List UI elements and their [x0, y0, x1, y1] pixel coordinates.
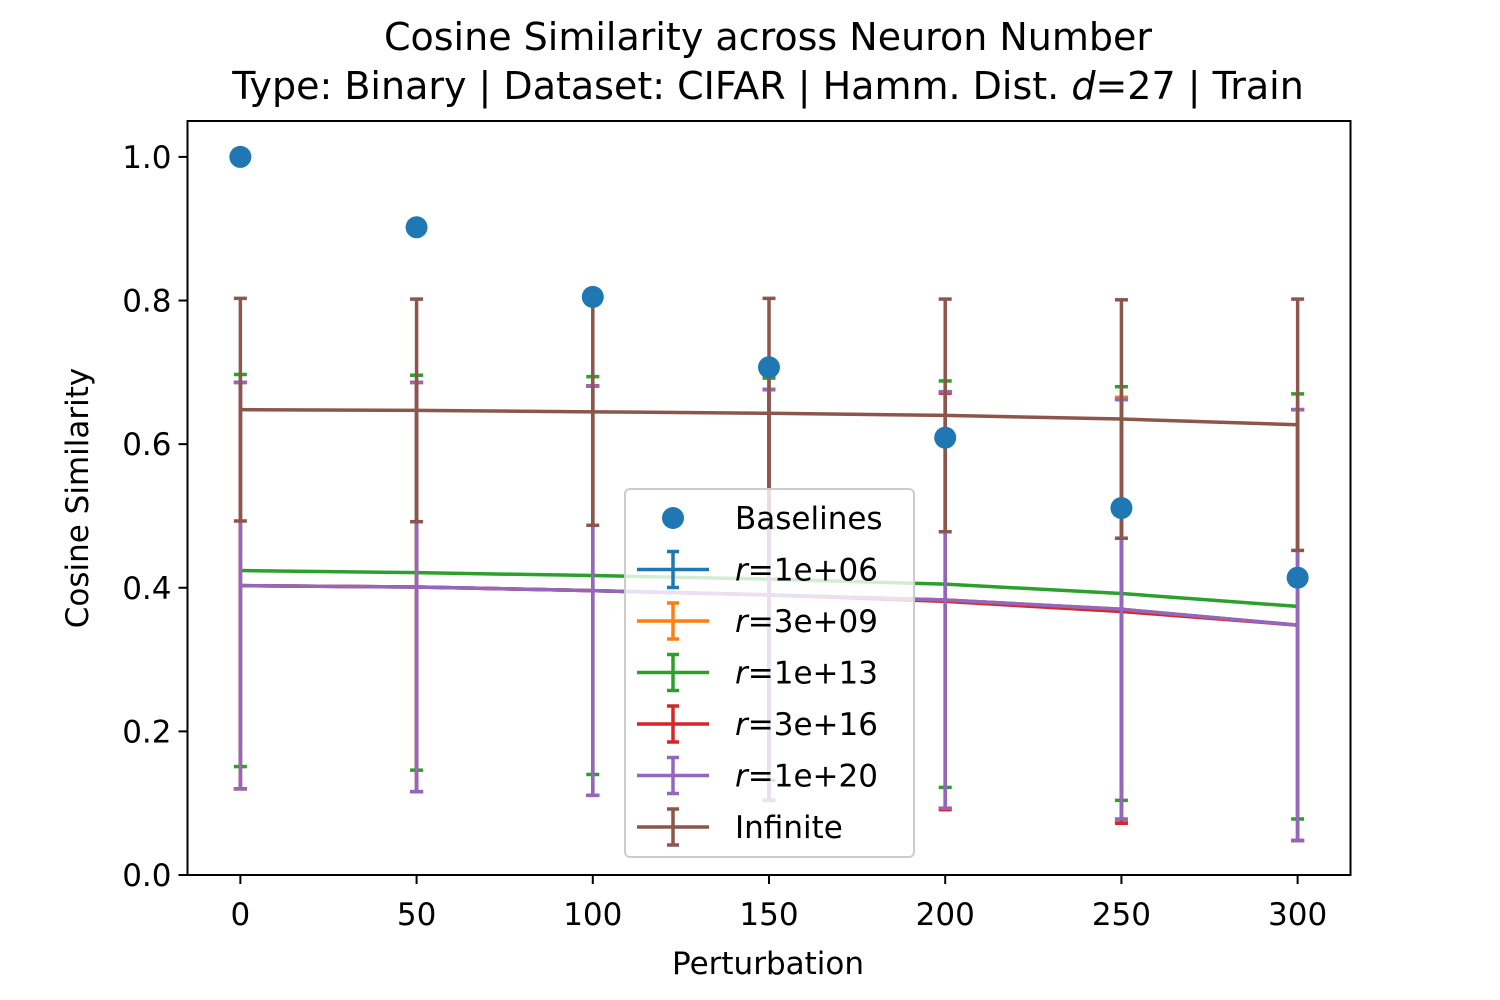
baselines-series — [229, 145, 1309, 589]
legend-marker-baselines — [662, 507, 684, 529]
baseline-point — [581, 285, 604, 308]
legend-label: r=1e+06 — [735, 553, 878, 589]
y-tick-label: 0.0 — [122, 858, 171, 894]
y-axis-label: Cosine Similarity — [60, 368, 96, 629]
legend-box — [624, 488, 915, 858]
legend-label: r=1e+13 — [735, 656, 878, 692]
y-tick-label: 0.8 — [122, 284, 171, 320]
x-axis-label: Perturbation — [672, 946, 864, 982]
legend-label: r=1e+20 — [735, 759, 878, 795]
x-tick-label: 300 — [1268, 897, 1327, 933]
chart-title: Cosine Similarity across Neuron Number — [384, 15, 1152, 59]
x-tick-label: 150 — [739, 897, 798, 933]
series-line — [240, 407, 1298, 427]
baseline-point — [229, 145, 252, 168]
y-tick-label: 1.0 — [122, 140, 171, 176]
x-tick-label: 0 — [230, 897, 250, 933]
x-tick-label: 100 — [563, 897, 622, 933]
legend-label-baselines: Baselines — [735, 501, 883, 537]
legend-label: Infinite — [735, 810, 843, 846]
y-tick-label: 0.6 — [122, 427, 171, 463]
y-tick-label: 0.4 — [122, 571, 171, 607]
baseline-point — [758, 356, 780, 379]
legend: Baselines r=1e+06 r=3e+09 r=1e+13 r=3e+16 r=1… — [624, 488, 915, 858]
baseline-point — [1286, 566, 1309, 589]
x-axis: 0 50 100 150 200 250 300 — [230, 875, 1327, 933]
baseline-point — [1110, 497, 1133, 520]
baseline-point — [405, 216, 428, 239]
x-tick-label: 50 — [397, 897, 436, 933]
baseline-point — [934, 426, 957, 449]
x-tick-label: 200 — [916, 897, 975, 933]
x-tick-label: 250 — [1092, 897, 1151, 933]
chart-subtitle: Type: Binary | Dataset: CIFAR | Hamm. Di… — [231, 64, 1304, 109]
legend-label: r=3e+09 — [735, 604, 878, 640]
y-tick-label: 0.2 — [122, 714, 171, 750]
legend-label: r=3e+16 — [735, 707, 878, 743]
y-axis: 0.0 0.2 0.4 0.6 0.8 1.0 — [122, 140, 188, 894]
